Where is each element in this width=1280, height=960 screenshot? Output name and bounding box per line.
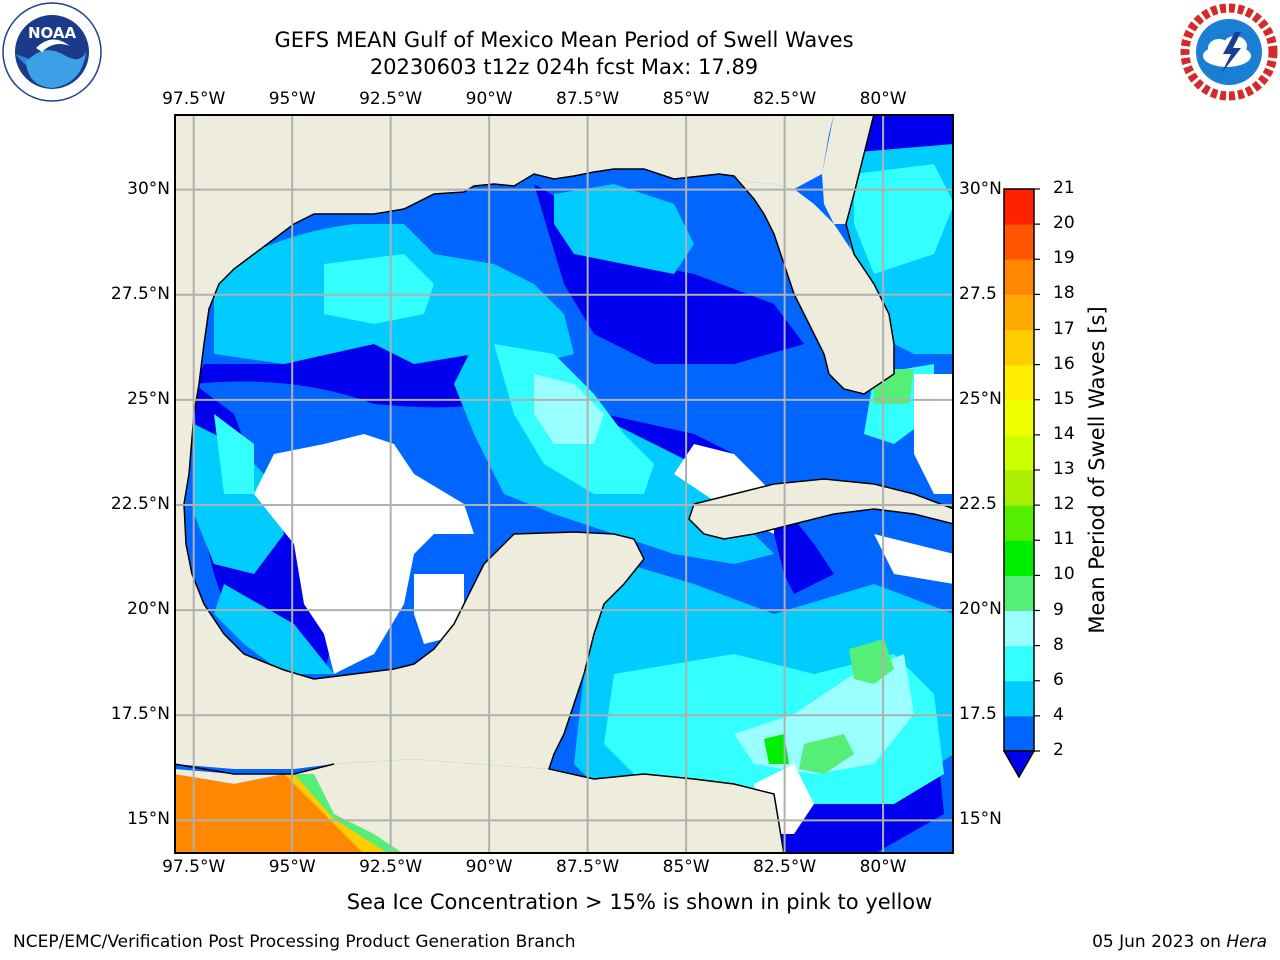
lat-tick-right-2: 25°N (959, 388, 1002, 409)
lon-tick-top-0: 97.5°W (162, 89, 226, 109)
lat-tick-left-4: 20°N (127, 599, 170, 620)
lat-tick-right-0: 30°N (959, 178, 1002, 199)
lon-tick-bottom-5: 85°W (662, 857, 710, 877)
lon-tick-top-7: 80°W (859, 89, 907, 109)
lon-tick-bottom-7: 80°W (859, 857, 907, 877)
lon-tick-top-3: 90°W (465, 89, 513, 109)
chart-title: GEFS MEAN Gulf of Mexico Mean Period of … (274, 28, 854, 52)
colorbar-tick-16: 21 (1053, 178, 1075, 198)
colorbar-bin-15 (1004, 189, 1034, 225)
lon-tick-bottom-1: 95°W (268, 857, 316, 877)
lat-tick-left-0: 30°N (127, 178, 170, 199)
colorbar-tick-6: 11 (1053, 529, 1075, 550)
gridlines (174, 114, 954, 854)
colorbar-under-triangle (1002, 750, 1036, 779)
lon-tick-bottom-0: 97.5°W (162, 857, 226, 877)
colorbar-tick-4: 9 (1053, 599, 1064, 620)
lat-tick-right-1: 27.5 (959, 283, 997, 304)
colorbar-tick-7: 12 (1053, 494, 1075, 515)
lat-tick-left-1: 27.5°N (110, 283, 170, 304)
lat-tick-left-6: 15°N (127, 809, 170, 830)
colorbar-tick-5: 10 (1053, 564, 1075, 585)
map-frame (174, 114, 954, 854)
colorbar-tick-1: 4 (1053, 704, 1064, 725)
colorbar (1002, 188, 1040, 779)
colorbar-tick-11: 16 (1053, 353, 1075, 374)
lat-tick-left-5: 17.5°N (110, 704, 170, 725)
colorbar-bin-0 (1004, 715, 1034, 752)
noaa-logo-text: NOAA (28, 24, 77, 42)
lat-tick-right-3: 22.5 (959, 494, 997, 515)
colorbar-tick-10: 15 (1053, 388, 1075, 409)
lon-tick-bottom-2: 92.5°W (359, 857, 423, 877)
lon-tick-bottom-3: 90°W (465, 857, 513, 877)
map-panel (174, 114, 954, 854)
noaa-logo: NOAA (2, 2, 102, 102)
chart-subtitle: 20230603 t12z 024h fcst Max: 17.89 (369, 55, 759, 79)
footer-left: NCEP/EMC/Verification Post Processing Pr… (13, 932, 576, 952)
lon-tick-bottom-6: 82.5°W (753, 857, 817, 877)
colorbar-tick-12: 17 (1053, 318, 1075, 339)
colorbar-bin-8 (1004, 434, 1034, 471)
colorbar-bin-13 (1004, 259, 1034, 295)
colorbar-tick-0: 2 (1053, 740, 1064, 760)
colorbar-tick-3: 8 (1053, 634, 1064, 655)
footer-machine: Hera (1226, 932, 1267, 952)
colorbar-bin-5 (1004, 540, 1034, 576)
colorbar-bin-1 (1004, 680, 1034, 717)
lon-tick-top-5: 85°W (662, 89, 710, 109)
lat-tick-right-6: 15°N (959, 809, 1002, 830)
lat-tick-right-5: 17.5 (959, 704, 997, 725)
colorbar-bin-2 (1004, 645, 1034, 682)
colorbar-bin-11 (1004, 329, 1034, 366)
colorbar-tick-15: 20 (1053, 213, 1075, 234)
sea-ice-note: Sea Ice Concentration > 15% is shown in … (346, 890, 933, 914)
colorbar-bin-12 (1004, 294, 1034, 330)
lon-tick-top-4: 87.5°W (556, 89, 620, 109)
colorbar-bin-4 (1004, 575, 1034, 611)
colorbar-tick-14: 19 (1053, 248, 1075, 269)
footer-right: 05 Jun 2023 on Hera (1092, 932, 1267, 952)
colorbar-bin-10 (1004, 364, 1034, 401)
nws-logo (1180, 3, 1278, 101)
coastlines (174, 114, 954, 854)
colorbar-tick-8: 13 (1053, 459, 1075, 479)
lon-tick-bottom-4: 87.5°W (556, 857, 620, 877)
colorbar-bin-7 (1004, 470, 1034, 506)
colorbar-tick-13: 18 (1053, 283, 1075, 304)
lon-tick-top-2: 92.5°W (359, 89, 423, 109)
colorbar-bin-9 (1004, 399, 1034, 436)
footer-date: 05 Jun 2023 on (1092, 932, 1227, 952)
colorbar-tick-9: 14 (1053, 423, 1075, 444)
colorbar-tick-2: 6 (1053, 669, 1064, 690)
colorbar-bin-14 (1004, 224, 1034, 260)
lon-tick-top-1: 95°W (268, 89, 316, 109)
lat-tick-right-4: 20°N (959, 599, 1002, 620)
colorbar-bin-3 (1004, 610, 1034, 647)
colorbar-label: Mean Period of Swell Waves [s] (1085, 306, 1109, 634)
colorbar-bin-6 (1004, 505, 1034, 541)
lon-tick-top-6: 82.5°W (753, 89, 817, 109)
lat-tick-left-3: 22.5°N (110, 494, 170, 515)
lat-tick-left-2: 25°N (127, 388, 170, 409)
